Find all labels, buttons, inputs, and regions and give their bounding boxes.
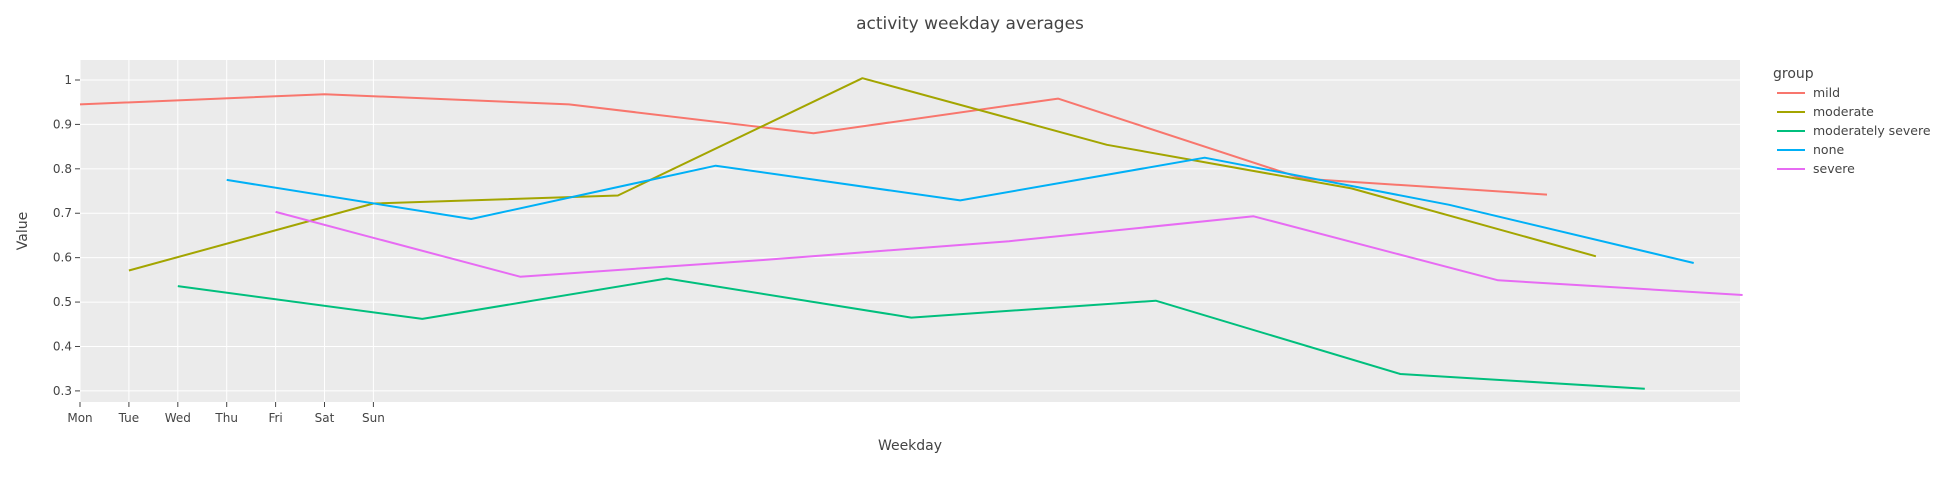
series-line-moderately-severe bbox=[177, 277, 1645, 390]
legend-item-mild[interactable]: mild bbox=[1777, 85, 1840, 100]
x-tick-label: Tue bbox=[118, 411, 140, 425]
x-axis-title: Weekday bbox=[878, 438, 942, 454]
legend-item-moderate[interactable]: moderate bbox=[1777, 104, 1874, 119]
x-tick-label: Mon bbox=[67, 411, 92, 425]
x-tick-label: Fri bbox=[268, 411, 282, 425]
legend-item-severe[interactable]: severe bbox=[1777, 161, 1855, 176]
legend-title: group bbox=[1773, 66, 1814, 82]
y-tick-label: 0.9 bbox=[53, 117, 72, 131]
y-tick-label: 0.6 bbox=[53, 251, 72, 265]
series-line-none bbox=[226, 156, 1694, 264]
series-lines bbox=[79, 77, 1743, 390]
y-axis-ticks: 0.3 0.4 0.5 0.6 0.7 0.8 0.9 1 bbox=[53, 73, 80, 398]
gridlines bbox=[79, 60, 1740, 402]
legend-label: moderately severe bbox=[1813, 123, 1931, 138]
series-line-mild bbox=[79, 93, 1548, 196]
x-tick-label: Wed bbox=[165, 411, 191, 425]
legend-label: moderate bbox=[1813, 104, 1874, 119]
x-axis-ticks: Mon Tue Wed Thu Fri Sat Sun bbox=[67, 402, 385, 425]
y-tick-label: 0.5 bbox=[53, 295, 72, 309]
legend-label: severe bbox=[1813, 161, 1855, 176]
legend-label: none bbox=[1813, 142, 1844, 157]
y-tick-label: 0.3 bbox=[53, 384, 72, 398]
legend-item-none[interactable]: none bbox=[1777, 142, 1844, 157]
y-tick-label: 0.8 bbox=[53, 162, 72, 176]
series-line-severe bbox=[275, 210, 1743, 296]
x-tick-label: Sat bbox=[315, 411, 335, 425]
y-tick-label: 0.4 bbox=[53, 339, 72, 353]
legend: group mild moderate moderately severe none s… bbox=[1773, 66, 1931, 176]
x-tick-label: Sun bbox=[362, 411, 385, 425]
x-tick-label: Thu bbox=[214, 411, 238, 425]
chart-title: activity weekday averages bbox=[856, 14, 1084, 34]
y-axis-title: Value bbox=[15, 212, 31, 250]
y-tick-label: 0.7 bbox=[53, 206, 72, 220]
plot-area bbox=[80, 60, 1740, 402]
legend-item-moderately-severe[interactable]: moderately severe bbox=[1777, 123, 1931, 138]
legend-label: mild bbox=[1813, 85, 1840, 100]
y-tick-label: 1 bbox=[64, 73, 72, 87]
